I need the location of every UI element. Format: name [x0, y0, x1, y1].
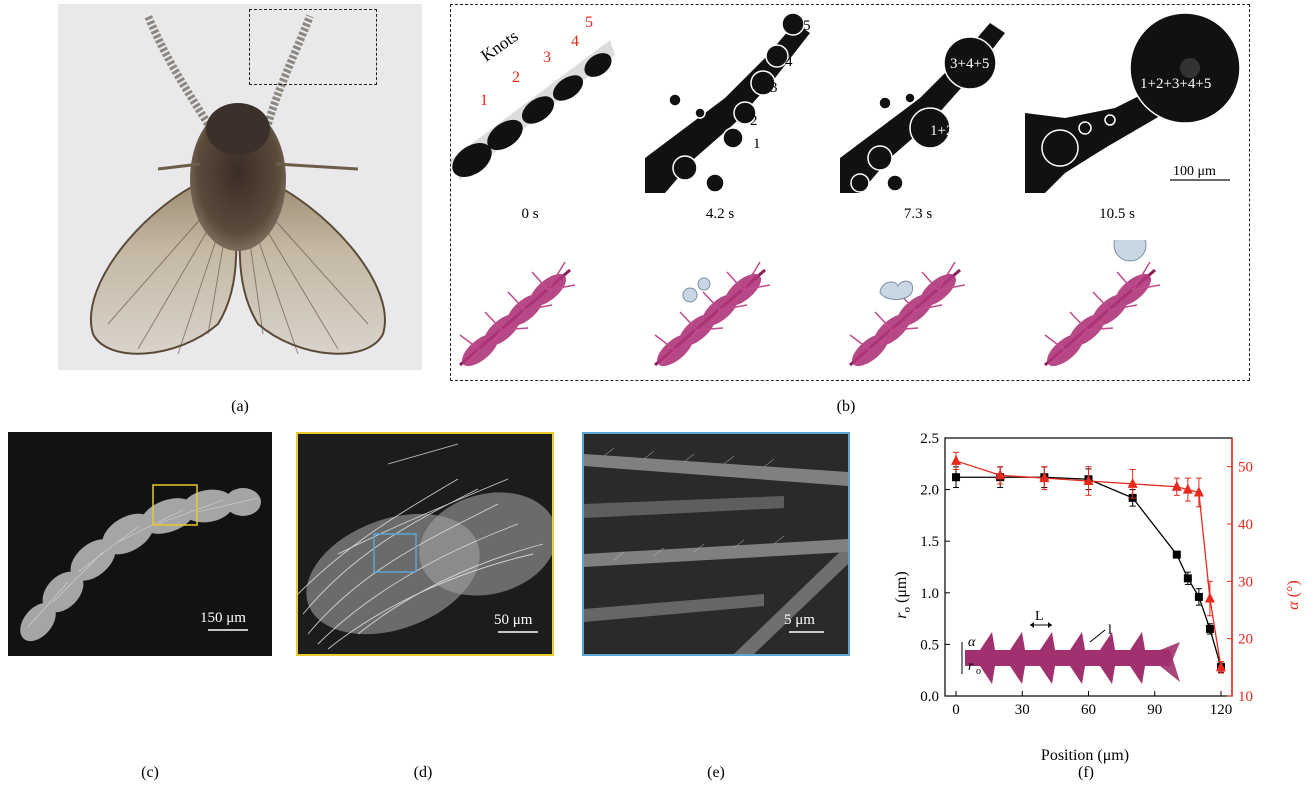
- x-tick-label: 60: [1081, 702, 1096, 718]
- x-tick-label: 30: [1015, 702, 1030, 718]
- panel-a-label: (a): [231, 398, 249, 415]
- knot-number: 1: [480, 92, 488, 109]
- schematic-row: [455, 240, 1162, 374]
- x-tick-label: 0: [952, 702, 960, 718]
- data-point-square: [952, 473, 961, 482]
- y-axis-left-label: ro (μm): [893, 571, 913, 618]
- zoom-box-d: [152, 484, 198, 526]
- droplet-label: 5: [803, 18, 811, 34]
- panel-d-label: (d): [413, 764, 433, 781]
- knots-title: Knots: [477, 26, 521, 65]
- sequence-frame-1: Knots 1 2 3 4 5: [450, 14, 615, 180]
- scale-bar-50: 50 μm: [494, 612, 533, 628]
- knot-number: 2: [512, 69, 520, 86]
- inset-label-l: l: [1108, 623, 1112, 638]
- inset-label-r0: r: [968, 659, 974, 674]
- y-right-tick-label: 20: [1238, 632, 1253, 648]
- data-point-triangle: [1193, 486, 1204, 497]
- data-point-square: [1194, 592, 1203, 601]
- y-right-tick-label: 50: [1238, 460, 1253, 476]
- sequence-frame-4: 1+2+3+4+5 100 μm: [1025, 12, 1240, 193]
- droplet-label: 1+2: [930, 123, 953, 139]
- x-tick-label: 120: [1210, 702, 1233, 718]
- y-right-tick-label: 30: [1238, 574, 1253, 590]
- droplet-label: 3: [770, 80, 778, 96]
- panel-e-label: (e): [707, 764, 725, 781]
- y-left-tick-label: 0.0: [920, 689, 939, 705]
- data-point-triangle: [1083, 475, 1094, 485]
- data-point-triangle: [1171, 480, 1182, 491]
- y-left-tick-label: 1.0: [920, 586, 939, 602]
- y-axis-right-label: α (°): [1285, 580, 1302, 609]
- knot-number: 4: [571, 33, 579, 50]
- panel-b-label: (b): [836, 398, 856, 415]
- data-point-square: [1205, 624, 1214, 633]
- sem-knot-image: 50 μm: [296, 432, 554, 656]
- series-line: [956, 476, 1222, 668]
- droplet-label: 1+2+3+4+5: [1140, 76, 1211, 92]
- scale-bar-100: 100 μm: [1173, 164, 1216, 179]
- time-label: 0 s: [521, 206, 539, 222]
- inset-label-alpha: α: [968, 635, 976, 650]
- position-chart: 0 30 60 90 120 0.0 0.5 1.0 1.5 2.0 2.5 10 20 30 40 50 L…: [893, 431, 1302, 764]
- spine-inset-schematic: L l α r o: [961, 609, 1180, 684]
- time-label: 7.3 s: [903, 206, 933, 222]
- sem-hair-detail-image: 5 μm: [582, 432, 850, 656]
- moth-photo: [58, 4, 422, 370]
- data-point-triangle: [1182, 483, 1193, 494]
- y-left-tick-label: 0.5: [920, 637, 939, 653]
- data-point-triangle: [951, 454, 962, 465]
- zoom-box-e: [373, 533, 417, 573]
- scale-bar-5: 5 μm: [784, 612, 815, 628]
- x-axis-label: Position (μm): [1041, 747, 1129, 764]
- panel-b-frame: [450, 4, 1250, 381]
- moth-illustration: [90, 14, 386, 355]
- droplet-label: 1: [753, 136, 761, 152]
- data-point-triangle: [995, 469, 1006, 480]
- y-right-tick-label: 40: [1238, 517, 1253, 533]
- sequence-frame-3: 3+4+5 1+2: [840, 23, 1005, 193]
- data-point-square: [1183, 574, 1192, 583]
- scale-bar-150: 150 μm: [200, 610, 246, 626]
- data-point-triangle: [1204, 592, 1215, 603]
- y-right-tick-label: 10: [1238, 689, 1253, 705]
- series-line: [955, 460, 1222, 668]
- inset-label-r0-sub: o: [976, 666, 981, 677]
- knot-number: 3: [543, 49, 551, 66]
- data-point-triangle: [1215, 661, 1226, 672]
- sem-antenna-image: 150 μm: [8, 432, 272, 656]
- time-label: 4.2 s: [705, 206, 735, 222]
- knot-number: 5: [585, 14, 593, 31]
- y-left-tick-label: 2.5: [920, 431, 939, 447]
- y-left-tick-label: 1.5: [920, 534, 939, 550]
- y-left-tick-label: 2.0: [920, 483, 939, 499]
- data-point-triangle: [1039, 472, 1050, 483]
- sequence-frame-2: 5 4 3 2 1: [645, 12, 811, 193]
- droplet-label: 4: [785, 54, 793, 70]
- time-label: 10.5 s: [1099, 206, 1135, 222]
- panel-c-label: (c): [141, 764, 159, 781]
- droplet-label: 3+4+5: [950, 56, 989, 72]
- droplet-label: 2: [750, 113, 758, 129]
- data-point-triangle: [1127, 477, 1138, 488]
- antenna-zoom-box: [249, 9, 377, 85]
- panel-f-label: (f): [1078, 764, 1094, 781]
- inset-label-L: L: [1035, 609, 1044, 624]
- data-point-square: [1172, 550, 1181, 559]
- x-tick-label: 90: [1147, 702, 1162, 718]
